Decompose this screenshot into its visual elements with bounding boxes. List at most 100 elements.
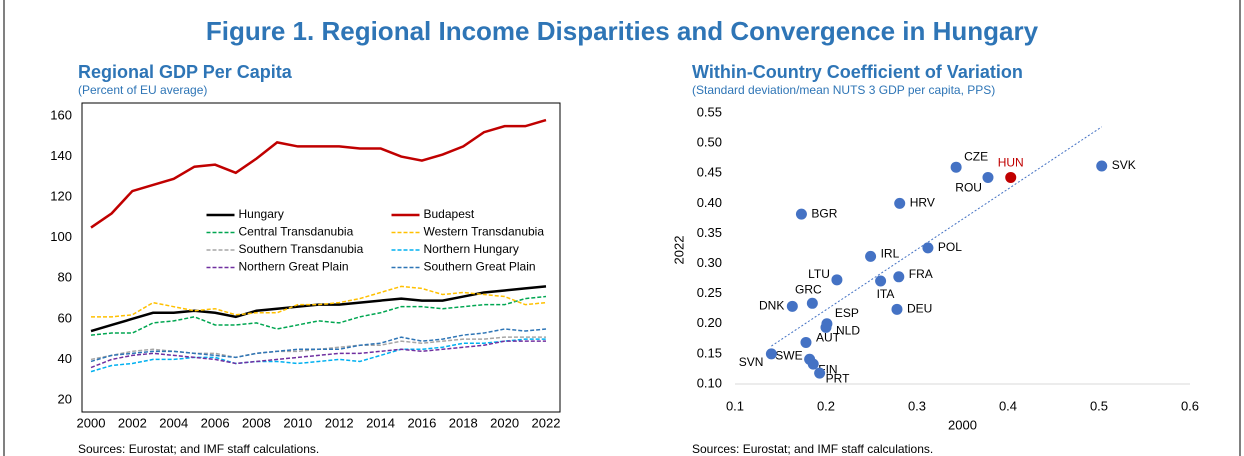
x-tick-label: 2020 <box>490 415 519 430</box>
point <box>982 171 994 183</box>
point-label: POL <box>938 240 962 254</box>
legend-label: Southern Transdanubia <box>239 242 364 256</box>
series-line <box>90 340 546 369</box>
y-tick-label: 0.10 <box>697 375 722 390</box>
point-label: NLD <box>836 324 860 338</box>
point-label: HUN <box>998 156 1024 170</box>
y-tick-label: 140 <box>50 148 72 163</box>
series-line <box>90 328 547 363</box>
x-tick-label: 2010 <box>283 415 312 430</box>
point <box>894 197 906 209</box>
point-label: IRL <box>881 247 900 261</box>
chart-subtitle: (Percent of EU average) <box>78 83 207 97</box>
x-tick-label: 2018 <box>449 415 478 430</box>
point-label: LTU <box>808 267 830 281</box>
x-tick-label: 2022 <box>532 415 561 430</box>
y-tick-label: 80 <box>58 270 72 285</box>
series-line <box>90 295 547 336</box>
legend-label: Western Transdanubia <box>424 225 545 239</box>
y-tick-label: 0.40 <box>697 195 722 210</box>
point <box>807 358 819 370</box>
legend-label: Southern Great Plain <box>424 260 536 274</box>
y-tick-label: 0.45 <box>697 165 722 180</box>
y-tick-label: 0.15 <box>697 345 722 360</box>
series-line <box>90 285 547 333</box>
point-label: SVN <box>739 355 764 369</box>
point <box>922 242 934 254</box>
point <box>806 297 818 309</box>
chart-title: Regional GDP Per Capita <box>78 62 293 82</box>
x-tick-label: 0.4 <box>999 398 1017 413</box>
series-line <box>90 338 546 373</box>
x-tick-label: 2000 <box>77 415 106 430</box>
point <box>865 250 877 262</box>
source-note: Sources: Eurostat; and IMF staff calcula… <box>78 442 319 456</box>
point <box>814 367 826 379</box>
point-label: SVK <box>1112 158 1136 172</box>
point <box>891 303 903 315</box>
trendline <box>771 126 1103 347</box>
source-note: Sources: Eurostat; and IMF staff calcula… <box>692 442 933 456</box>
x-tick-label: 0.6 <box>1181 398 1199 413</box>
x-tick-label: 0.1 <box>726 398 744 413</box>
series-line <box>90 118 547 229</box>
legend-label: Budapest <box>424 207 475 221</box>
point <box>831 274 843 286</box>
point <box>820 321 832 333</box>
x-tick-label: 2002 <box>118 415 147 430</box>
y-tick-label: 0.20 <box>697 315 722 330</box>
point <box>765 348 777 360</box>
x-tick-label: 2008 <box>242 415 271 430</box>
point-label: GRC <box>795 282 822 296</box>
point-label: ESP <box>835 306 859 320</box>
point <box>950 161 962 173</box>
point-label: PRT <box>826 371 850 385</box>
legend-label: Northern Great Plain <box>239 260 349 274</box>
point-label: FRA <box>909 267 933 281</box>
y-tick-label: 40 <box>58 351 72 366</box>
y-tick-label: 0.55 <box>697 104 722 119</box>
y-tick-label: 100 <box>50 229 72 244</box>
x-tick-label: 0.3 <box>908 398 926 413</box>
figure-title: Figure 1. Regional Income Disparities an… <box>206 16 1039 46</box>
y-tick-label: 60 <box>58 310 72 325</box>
x-tick-label: 0.5 <box>1090 398 1108 413</box>
plot-frame <box>81 102 561 413</box>
point <box>893 271 905 283</box>
point-label: CZE <box>964 149 988 163</box>
point-label: ITA <box>877 287 895 301</box>
point-label: SWE <box>775 348 802 362</box>
point-label: AUT <box>816 331 841 345</box>
chart-subtitle: (Standard deviation/mean NUTS 3 GDP per … <box>692 83 995 97</box>
y-tick-label: 0.35 <box>697 225 722 240</box>
legend-label: Central Transdanubia <box>239 225 354 239</box>
y-tick-label: 0.50 <box>697 135 722 150</box>
x-tick-label: 2012 <box>325 415 354 430</box>
point-label: DNK <box>759 298 784 312</box>
point <box>800 336 812 348</box>
point <box>1005 171 1017 183</box>
point <box>1096 160 1108 172</box>
x-tick-label: 0.2 <box>817 398 835 413</box>
x-tick-label: 2016 <box>407 415 436 430</box>
point <box>875 275 887 287</box>
x-axis-label: 2000 <box>948 417 977 432</box>
y-tick-label: 160 <box>50 107 72 122</box>
series-line <box>91 285 547 318</box>
y-tick-label: 120 <box>50 189 72 204</box>
legend-label: Hungary <box>239 207 284 221</box>
x-tick-label: 2006 <box>201 415 230 430</box>
y-axis-label: 2022 <box>671 236 686 265</box>
y-tick-label: 0.25 <box>697 285 722 300</box>
point-label: ROU <box>955 181 982 195</box>
point <box>786 300 798 312</box>
y-tick-label: 20 <box>58 391 72 406</box>
point-label: BGR <box>811 206 837 220</box>
x-tick-label: 2004 <box>159 415 188 430</box>
point <box>795 208 807 220</box>
point-label: DEU <box>907 301 932 315</box>
legend-label: Northern Hungary <box>424 242 519 256</box>
point-label: HRV <box>910 196 935 210</box>
y-tick-label: 0.30 <box>697 255 722 270</box>
